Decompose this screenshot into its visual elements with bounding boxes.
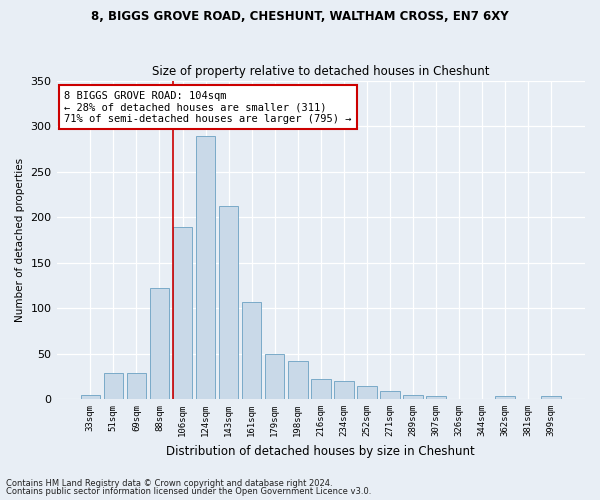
Bar (173, 228, 193, 399)
Bar (127, 372, 146, 399)
Text: 8 BIGGS GROVE ROAD: 104sqm
← 28% of detached houses are smaller (311)
71% of sem: 8 BIGGS GROVE ROAD: 104sqm ← 28% of deta… (64, 90, 352, 124)
Bar (104, 372, 123, 399)
Bar (242, 302, 262, 399)
Bar (541, 396, 561, 399)
Text: Contains HM Land Registry data © Crown copyright and database right 2024.: Contains HM Land Registry data © Crown c… (6, 478, 332, 488)
Bar (403, 396, 423, 399)
Text: 8, BIGGS GROVE ROAD, CHESHUNT, WALTHAM CROSS, EN7 6XY: 8, BIGGS GROVE ROAD, CHESHUNT, WALTHAM C… (91, 10, 509, 23)
Bar (196, 136, 215, 399)
X-axis label: Distribution of detached houses by size in Cheshunt: Distribution of detached houses by size … (166, 444, 475, 458)
Bar (311, 379, 331, 399)
Title: Size of property relative to detached houses in Cheshunt: Size of property relative to detached ho… (152, 66, 490, 78)
Text: Contains public sector information licensed under the Open Government Licence v3: Contains public sector information licen… (6, 487, 371, 496)
Bar (380, 391, 400, 399)
Bar (149, 288, 169, 399)
Bar (265, 354, 284, 399)
Y-axis label: Number of detached properties: Number of detached properties (15, 158, 25, 322)
Bar (288, 361, 308, 399)
Bar (334, 381, 353, 399)
Bar (80, 394, 100, 399)
Bar (426, 396, 446, 399)
Bar (357, 386, 377, 399)
Bar (219, 206, 238, 399)
Bar (496, 396, 515, 399)
